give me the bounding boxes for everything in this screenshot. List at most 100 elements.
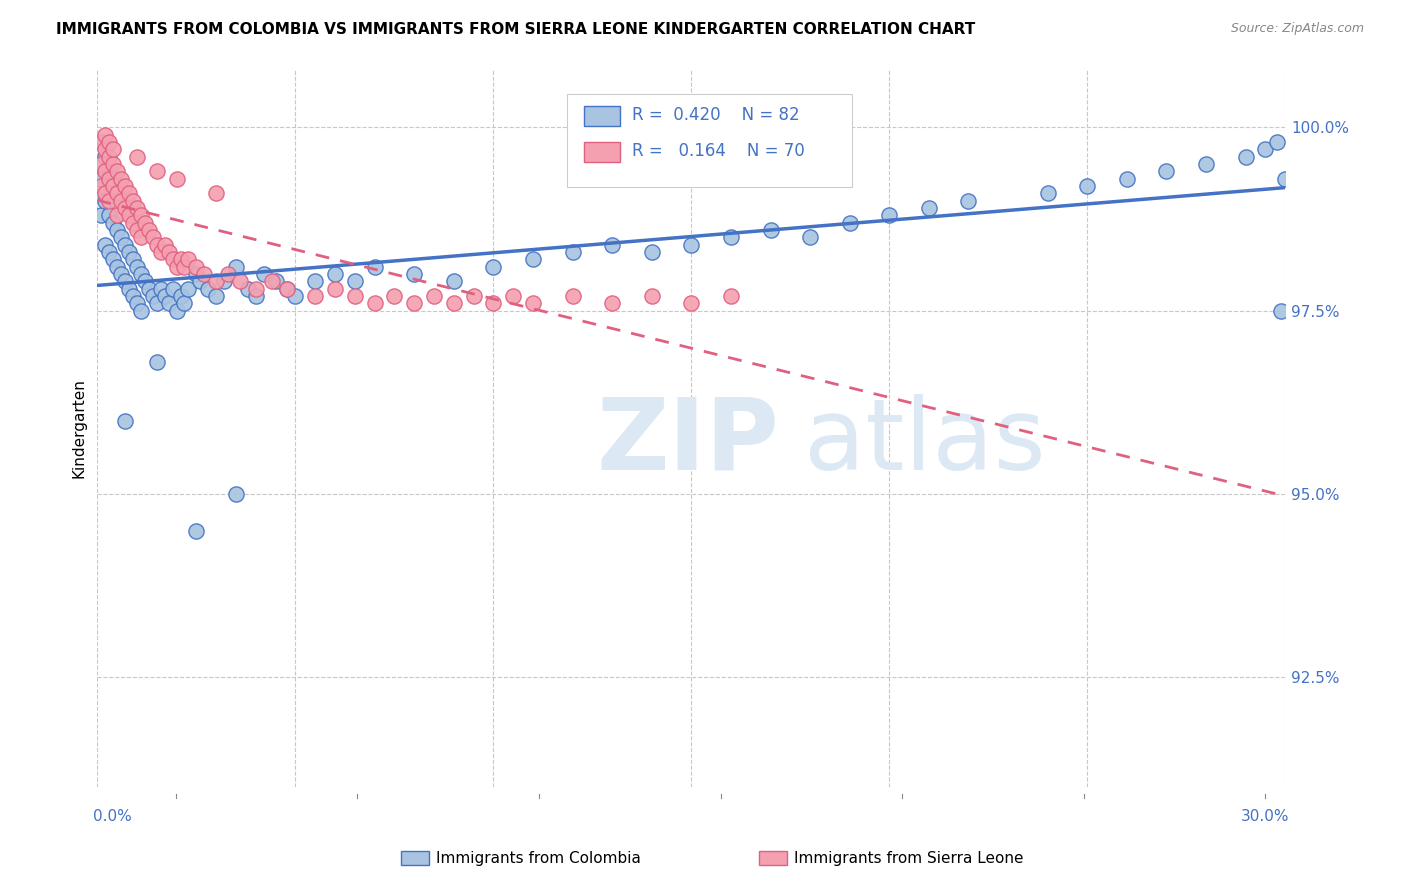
Text: Source: ZipAtlas.com: Source: ZipAtlas.com [1230, 22, 1364, 36]
Point [169, 289, 191, 303]
Point [482, 296, 505, 310]
Point [720, 230, 742, 244]
Point [212, 274, 235, 288]
Point [600, 237, 623, 252]
Point [363, 296, 385, 310]
Point [98, 194, 121, 208]
Point [404, 296, 426, 310]
Text: atlas: atlas [804, 394, 1046, 491]
Point [129, 303, 152, 318]
Y-axis label: Kindergarten: Kindergarten [72, 378, 86, 478]
Point [110, 194, 132, 208]
Point [110, 230, 132, 244]
Point [759, 223, 782, 237]
Point [103, 171, 125, 186]
Point [134, 274, 156, 288]
Point [145, 296, 167, 310]
Point [138, 282, 160, 296]
Point [125, 296, 148, 310]
Point [166, 171, 188, 186]
Point [1265, 135, 1288, 149]
Point [169, 252, 191, 267]
Point [122, 216, 145, 230]
Point [522, 296, 544, 310]
Point [94, 194, 117, 208]
Point [157, 296, 180, 310]
Point [482, 260, 505, 274]
Point [173, 296, 195, 310]
Point [105, 223, 128, 237]
Point [1254, 142, 1277, 156]
Point [404, 267, 426, 281]
FancyBboxPatch shape [567, 94, 852, 187]
Point [98, 135, 121, 149]
Point [94, 186, 117, 201]
Point [193, 267, 215, 281]
Point [142, 289, 165, 303]
Point [918, 201, 941, 215]
Point [1270, 303, 1292, 318]
Point [129, 208, 152, 222]
Point [110, 171, 132, 186]
Point [94, 142, 117, 156]
Point [94, 150, 117, 164]
Point [1115, 171, 1137, 186]
Point [125, 223, 148, 237]
Point [103, 216, 125, 230]
Point [94, 237, 117, 252]
Point [90, 157, 112, 171]
Point [134, 216, 156, 230]
Text: Immigrants from Sierra Leone: Immigrants from Sierra Leone [794, 851, 1024, 865]
Point [205, 274, 228, 288]
Point [225, 487, 247, 501]
Point [229, 274, 252, 288]
Text: ZIP: ZIP [596, 394, 779, 491]
Point [225, 260, 247, 274]
Point [105, 208, 128, 222]
Point [284, 289, 307, 303]
Point [1274, 171, 1296, 186]
Point [118, 186, 141, 201]
Point [304, 274, 326, 288]
Point [877, 208, 900, 222]
Point [103, 252, 125, 267]
Bar [585, 142, 620, 162]
Point [561, 289, 583, 303]
Point [561, 244, 583, 259]
Point [1195, 157, 1218, 171]
Point [166, 303, 188, 318]
Point [323, 267, 346, 281]
Point [145, 237, 167, 252]
Point [125, 260, 148, 274]
Point [217, 267, 239, 281]
Point [90, 208, 112, 222]
Point [90, 171, 112, 186]
Point [138, 223, 160, 237]
Point [205, 186, 228, 201]
Point [114, 201, 136, 215]
Text: R =  0.420    N = 82: R = 0.420 N = 82 [631, 106, 800, 124]
Point [162, 282, 184, 296]
Point [522, 252, 544, 267]
Point [957, 194, 980, 208]
Point [600, 296, 623, 310]
Point [177, 282, 200, 296]
Point [90, 178, 112, 193]
Point [105, 164, 128, 178]
Point [188, 274, 211, 288]
Point [186, 524, 208, 538]
Point [502, 289, 524, 303]
Point [443, 274, 465, 288]
Text: IMMIGRANTS FROM COLOMBIA VS IMMIGRANTS FROM SIERRA LEONE KINDERGARTEN CORRELATIO: IMMIGRANTS FROM COLOMBIA VS IMMIGRANTS F… [56, 22, 976, 37]
Point [838, 216, 860, 230]
Point [103, 178, 125, 193]
Point [720, 289, 742, 303]
Point [145, 355, 167, 369]
Point [118, 282, 141, 296]
Point [363, 260, 385, 274]
Point [98, 171, 121, 186]
Point [423, 289, 446, 303]
Point [1156, 164, 1178, 178]
Point [129, 230, 152, 244]
Point [114, 274, 136, 288]
